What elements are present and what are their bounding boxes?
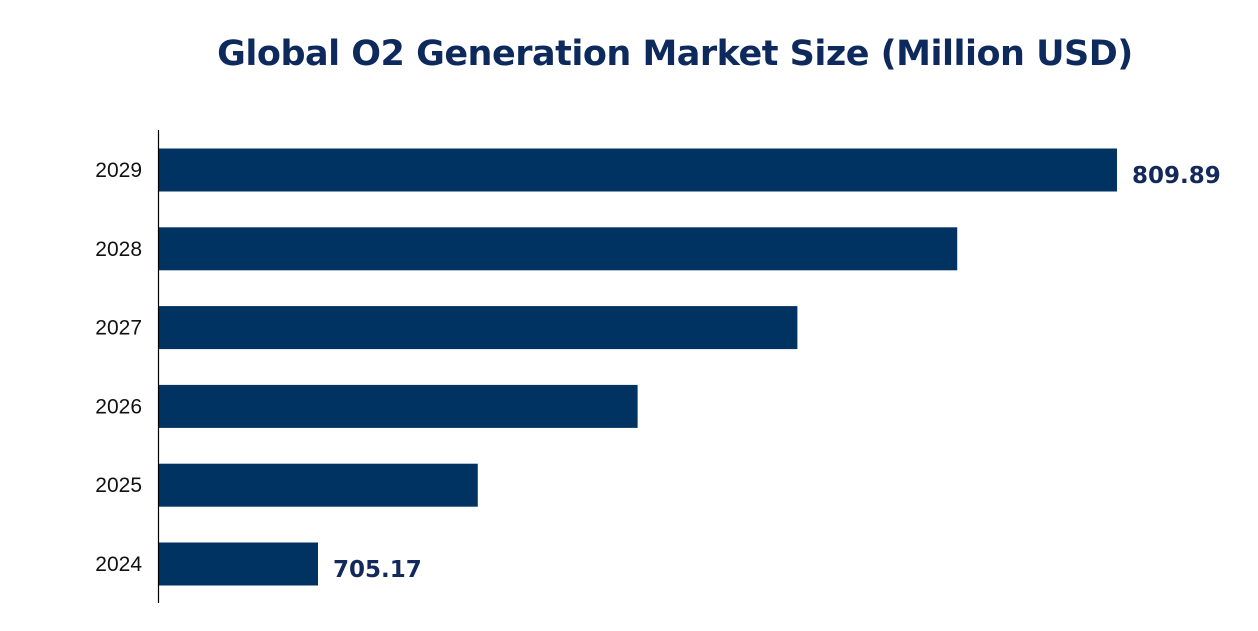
bar-2029	[158, 148, 1117, 192]
y-tick-label: 2025	[95, 474, 142, 497]
chart-title: Global O2 Generation Market Size (Millio…	[217, 34, 1133, 74]
y-tick-label: 2024	[95, 553, 142, 576]
bar-2026	[158, 384, 638, 428]
y-tick-label: 2028	[95, 238, 142, 261]
bar-2025	[158, 463, 478, 507]
bar-2028	[158, 227, 958, 271]
y-tick-label: 2029	[95, 159, 142, 182]
bar-2027	[158, 306, 798, 350]
data-label: 809.89	[1132, 163, 1221, 189]
data-label: 705.17	[333, 557, 422, 583]
y-tick-label: 2027	[95, 317, 142, 340]
bar-2024	[158, 542, 318, 586]
y-tick-label: 2026	[95, 395, 142, 418]
